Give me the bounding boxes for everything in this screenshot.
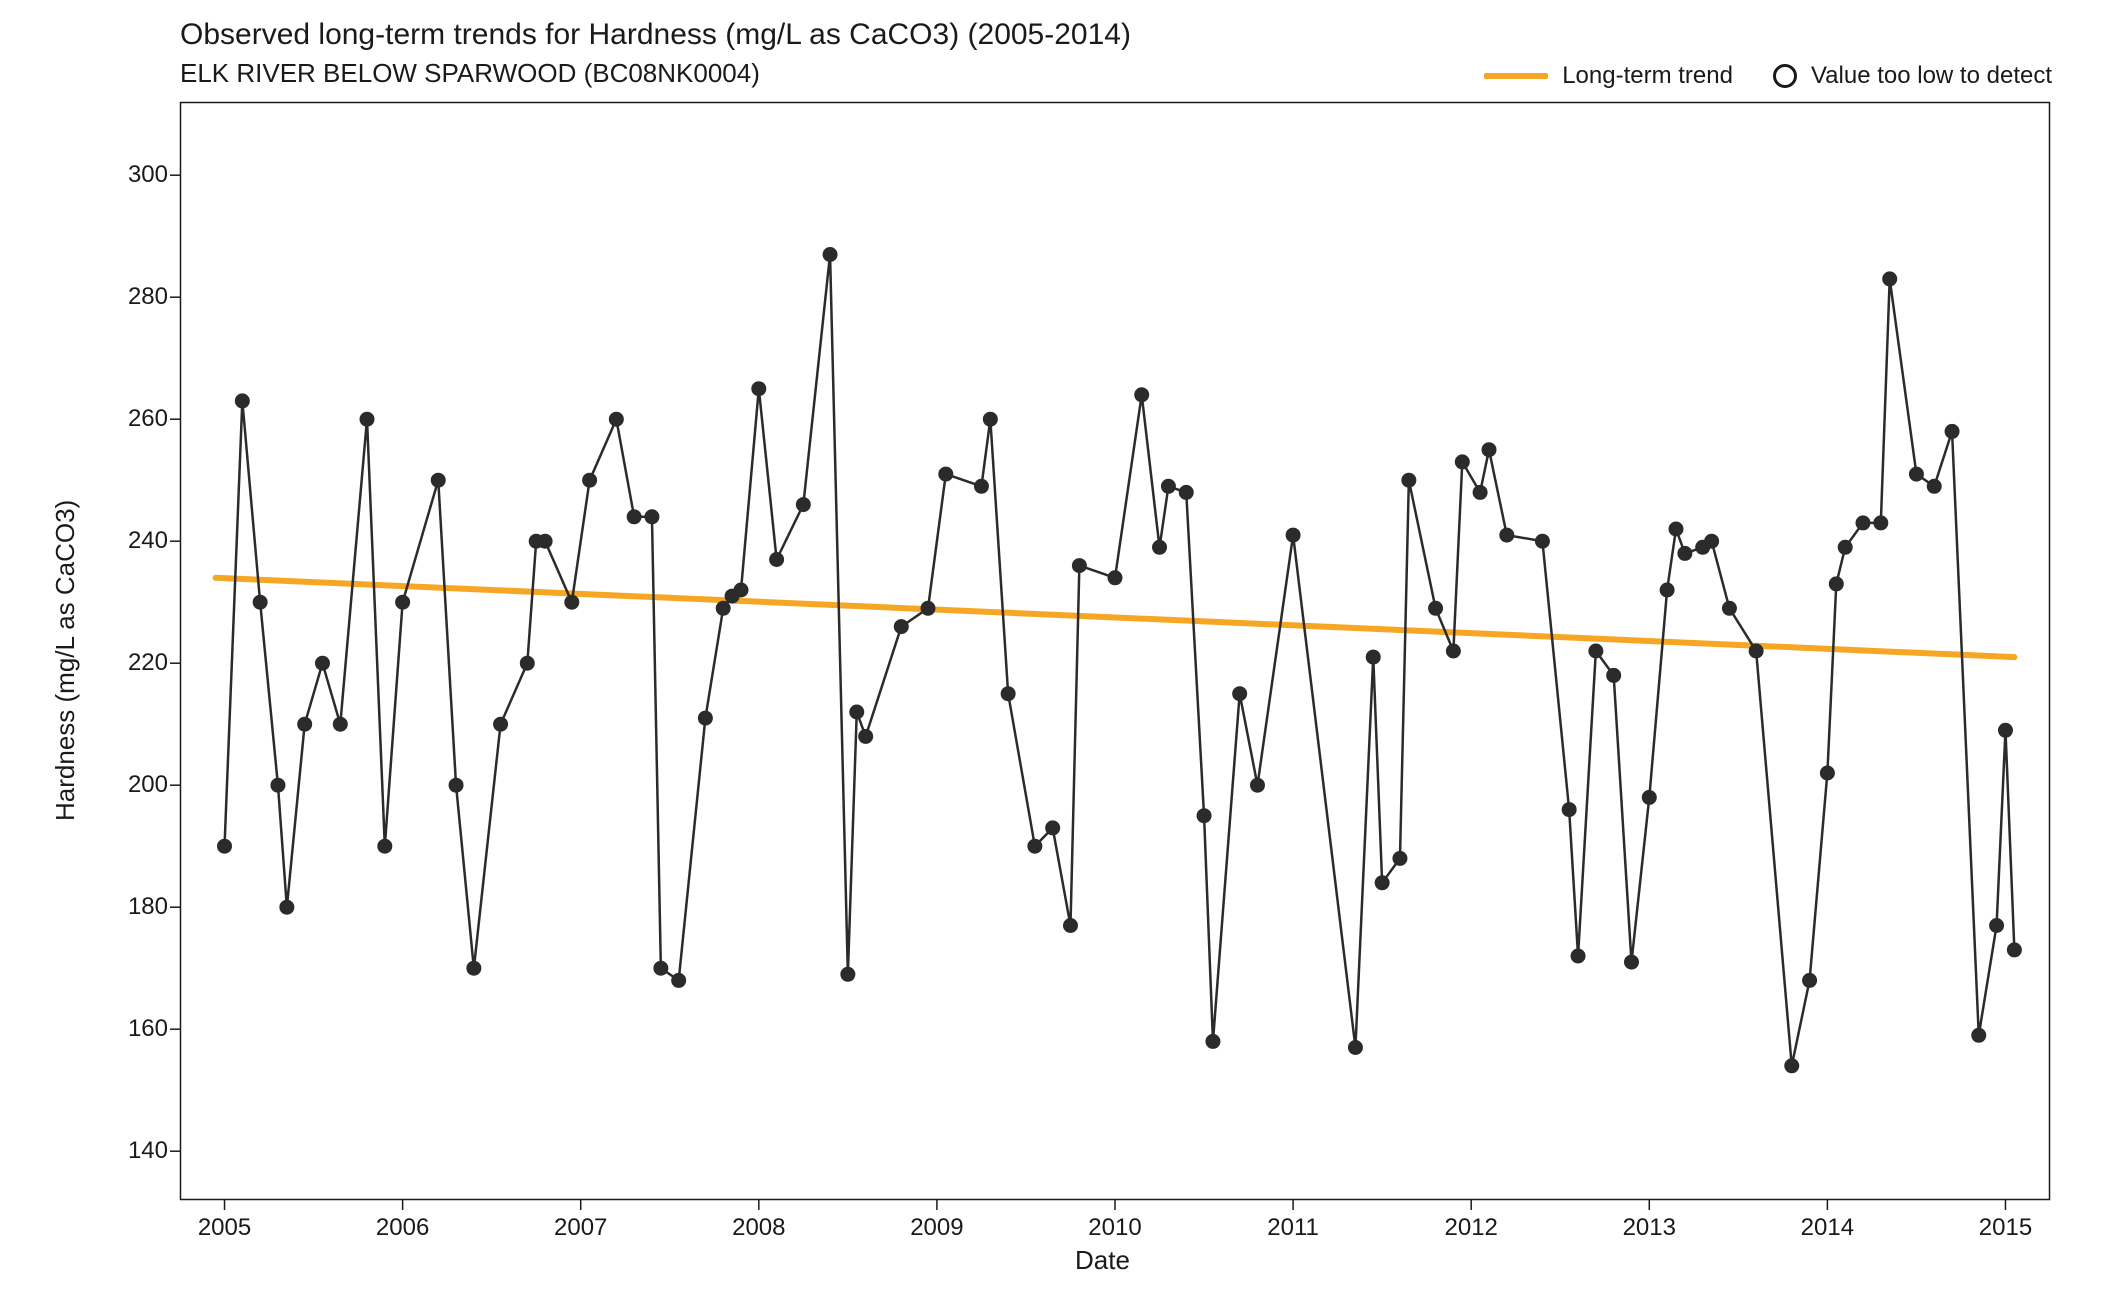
legend-item-trend: Long-term trend [1484,62,1733,90]
y-axis-label: Hardness (mg/L as CaCO3) [50,500,81,821]
plot-panel [180,102,2050,1200]
x-axis-label: Date [1075,1245,1130,1276]
y-tick-label: 140 [120,1137,168,1165]
y-tick-label: 200 [120,771,168,799]
y-tick-label: 260 [120,405,168,433]
y-tick-label: 220 [120,649,168,677]
y-tick-label: 160 [120,1015,168,1043]
legend-open-label: Value too low to detect [1811,62,2052,90]
y-tick-label: 240 [120,527,168,555]
x-tick-label: 2015 [1979,1214,2032,1242]
chart-subtitle: ELK RIVER BELOW SPARWOOD (BC08NK0004) [180,58,760,89]
y-tick-label: 300 [120,161,168,189]
legend: Long-term trend Value too low to detect [1484,62,2052,90]
legend-trend-swatch [1484,73,1548,79]
chart-title: Observed long-term trends for Hardness (… [180,18,1131,52]
x-tick-label: 2010 [1088,1214,1141,1242]
x-tick-label: 2012 [1444,1214,1497,1242]
legend-item-open: Value too low to detect [1773,62,2052,90]
y-tick-label: 280 [120,283,168,311]
x-tick-label: 2014 [1801,1214,1854,1242]
legend-open-circle-icon [1773,64,1797,88]
x-tick-label: 2007 [554,1214,607,1242]
figure: Observed long-term trends for Hardness (… [0,0,2112,1309]
x-tick-label: 2009 [910,1214,963,1242]
legend-trend-label: Long-term trend [1562,62,1733,90]
x-tick-label: 2005 [198,1214,251,1242]
y-tick-label: 180 [120,893,168,921]
x-tick-label: 2011 [1267,1214,1319,1242]
x-tick-label: 2013 [1623,1214,1676,1242]
x-tick-label: 2008 [732,1214,785,1242]
x-tick-label: 2006 [376,1214,429,1242]
